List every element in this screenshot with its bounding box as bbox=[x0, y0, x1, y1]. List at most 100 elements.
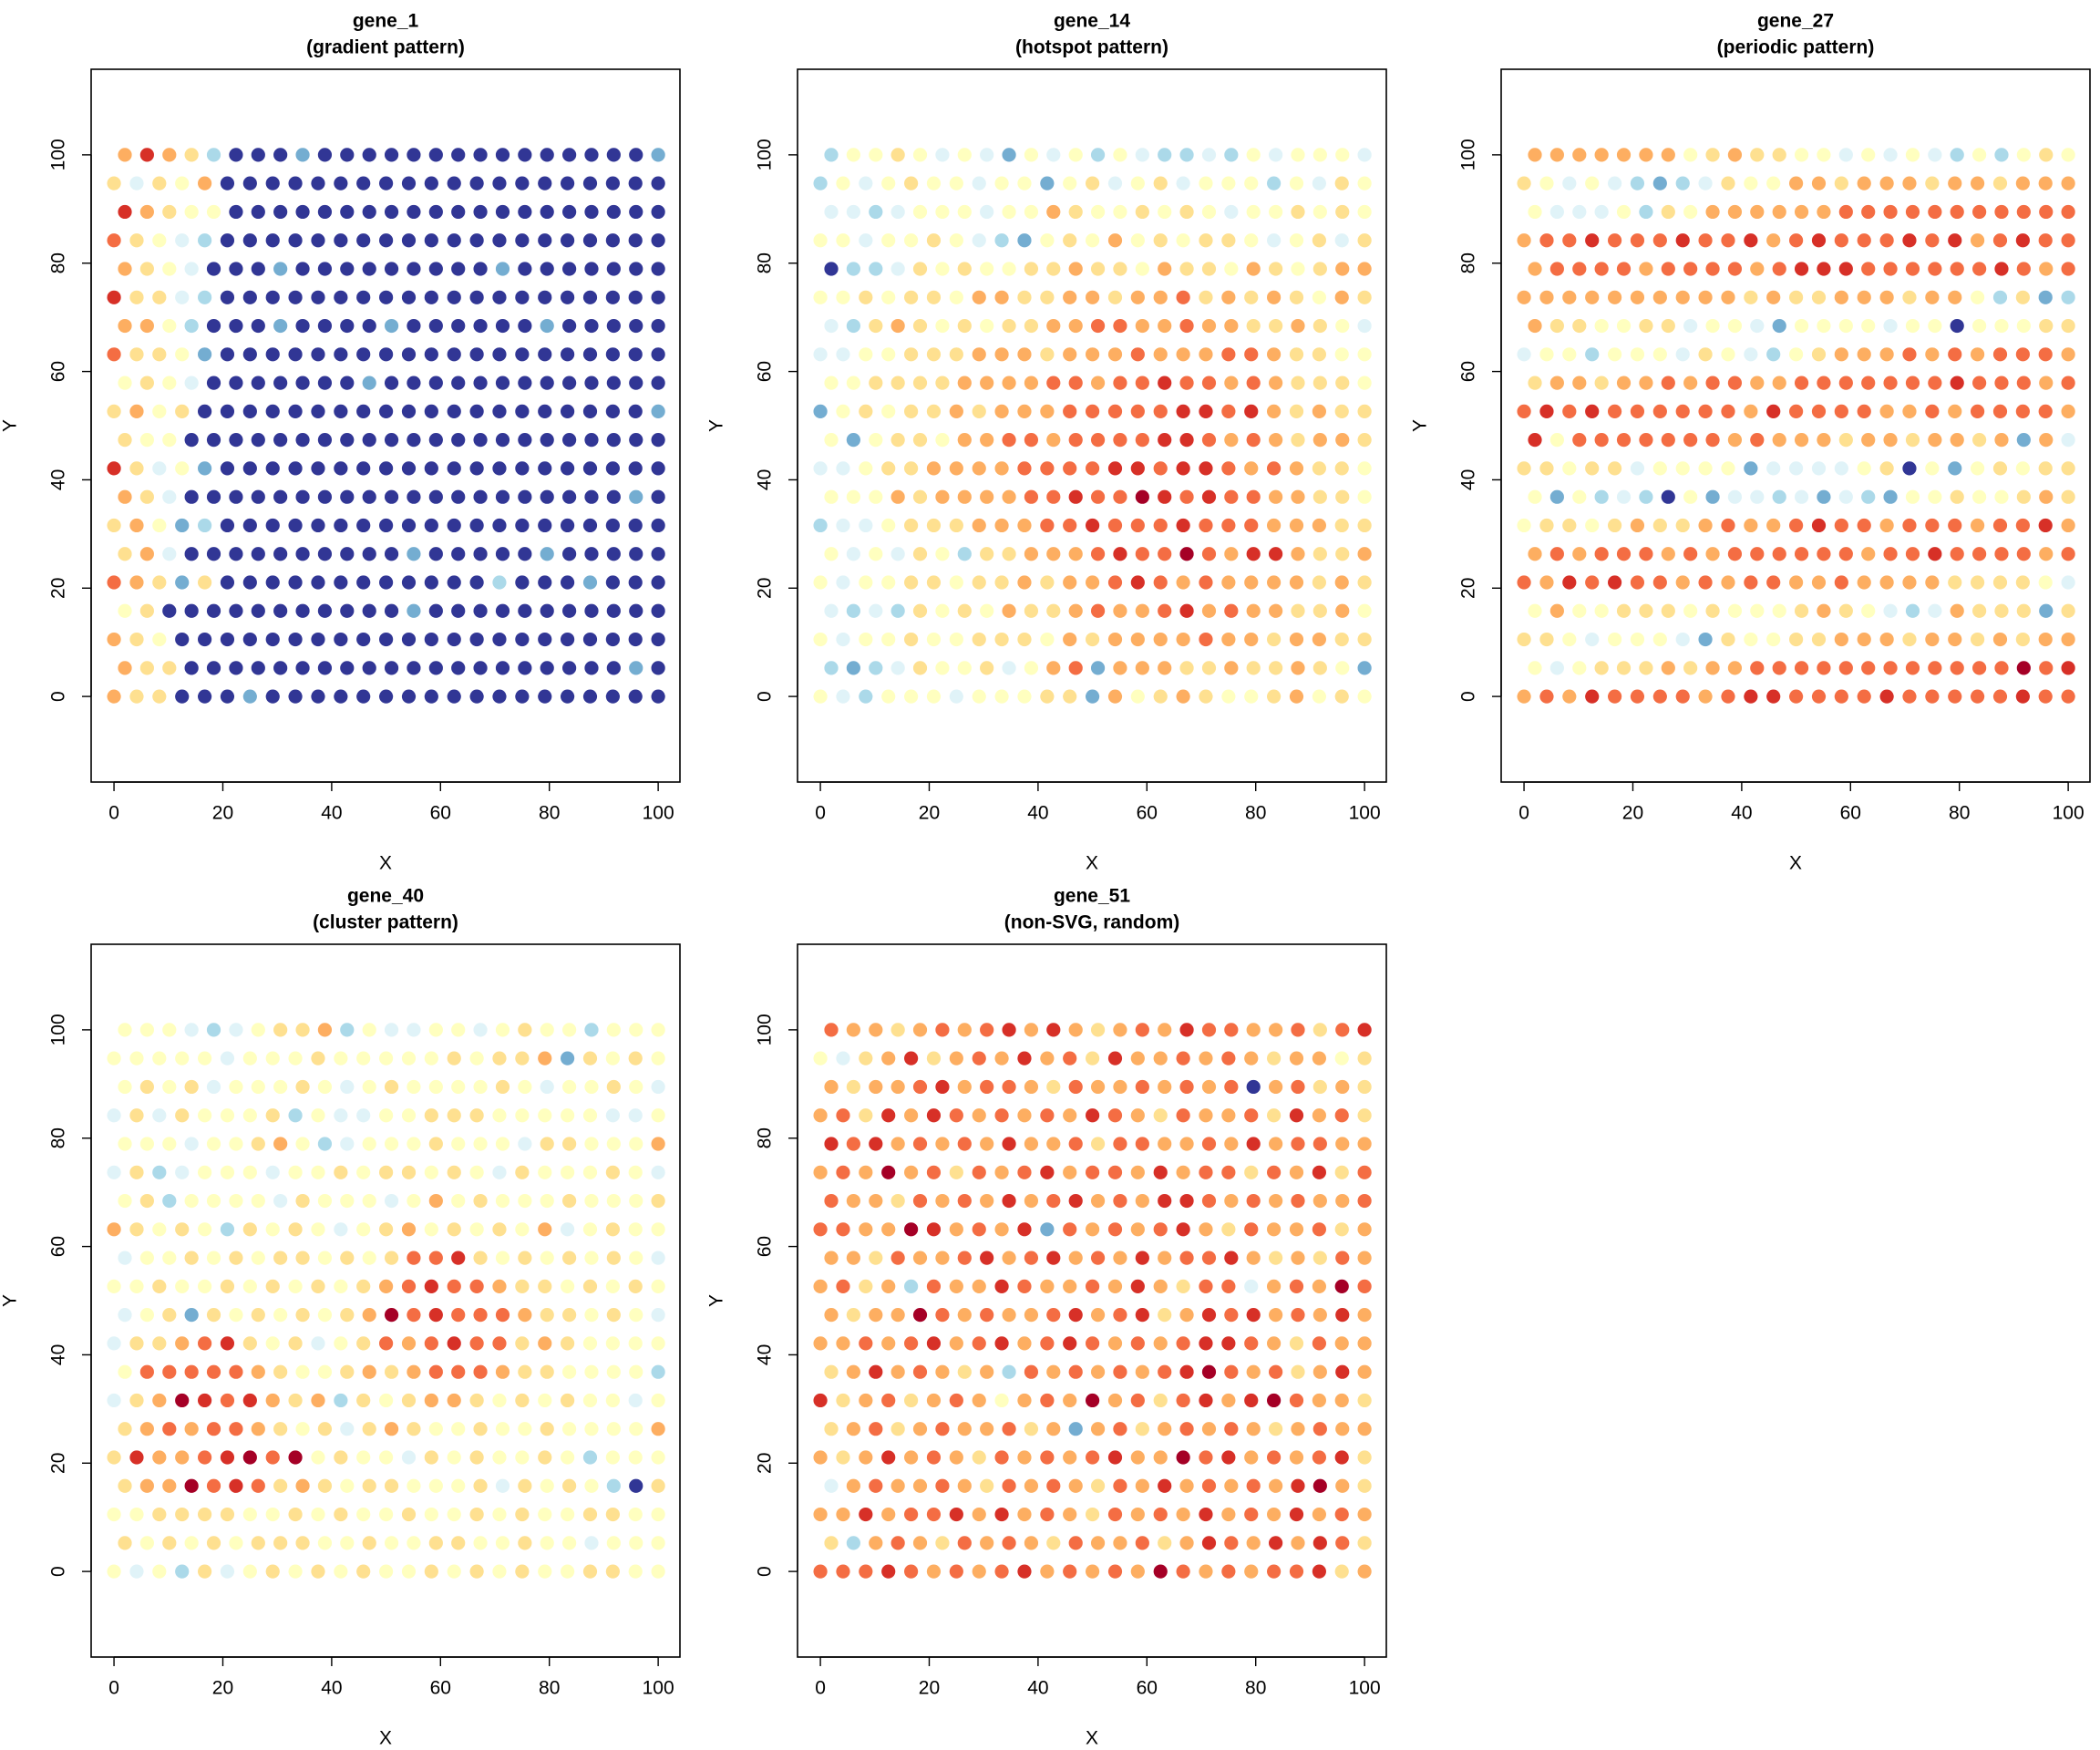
spot bbox=[957, 1364, 972, 1379]
spot bbox=[469, 1108, 484, 1123]
spot bbox=[869, 1478, 883, 1493]
spot bbox=[1068, 661, 1083, 675]
spot bbox=[1312, 461, 1326, 476]
spot bbox=[994, 176, 1009, 190]
spot bbox=[362, 376, 376, 390]
spot bbox=[1090, 204, 1106, 220]
spot bbox=[562, 148, 577, 162]
spot bbox=[1113, 1308, 1127, 1323]
spot bbox=[334, 233, 348, 248]
spot bbox=[935, 1193, 950, 1209]
spot bbox=[1705, 433, 1720, 448]
spot bbox=[378, 575, 394, 590]
spot bbox=[469, 1222, 484, 1237]
spot bbox=[1221, 404, 1236, 418]
spot bbox=[629, 1536, 643, 1550]
spot bbox=[1199, 1279, 1213, 1293]
spot bbox=[1135, 318, 1149, 334]
spot bbox=[492, 233, 507, 248]
spot bbox=[518, 262, 532, 276]
spot bbox=[1002, 1478, 1016, 1493]
spot bbox=[1246, 1079, 1261, 1095]
spot bbox=[198, 632, 212, 647]
x-tick-label: 20 bbox=[919, 1678, 940, 1699]
spot bbox=[1811, 518, 1827, 533]
spot bbox=[1221, 1507, 1236, 1522]
spot bbox=[242, 1564, 257, 1579]
spot bbox=[251, 1023, 265, 1037]
spot bbox=[1135, 1536, 1149, 1550]
spot bbox=[518, 1251, 532, 1265]
spot bbox=[1269, 1251, 1283, 1265]
spot bbox=[1705, 661, 1720, 675]
spot bbox=[362, 1364, 376, 1379]
spot bbox=[515, 1564, 530, 1579]
spot bbox=[451, 433, 466, 448]
spot bbox=[1176, 176, 1190, 190]
spot bbox=[1705, 148, 1720, 162]
spot bbox=[1244, 1336, 1259, 1351]
spot bbox=[162, 1478, 177, 1493]
spot bbox=[1857, 461, 1871, 476]
spot bbox=[1246, 318, 1261, 334]
spot bbox=[1312, 290, 1326, 304]
spot bbox=[881, 1336, 896, 1351]
spot bbox=[447, 1393, 461, 1408]
spot bbox=[251, 204, 265, 220]
spot bbox=[1201, 661, 1217, 675]
spot bbox=[1683, 547, 1698, 561]
spot bbox=[1017, 689, 1032, 704]
spot bbox=[378, 518, 394, 533]
spot bbox=[890, 1364, 905, 1379]
spot bbox=[1130, 347, 1145, 362]
spot bbox=[206, 433, 221, 448]
spot bbox=[560, 1564, 575, 1579]
spot bbox=[129, 518, 144, 533]
spot bbox=[317, 547, 333, 561]
spot bbox=[1788, 461, 1804, 476]
spot bbox=[107, 176, 121, 190]
spot bbox=[1068, 603, 1083, 618]
spot bbox=[265, 1336, 280, 1351]
spot bbox=[949, 575, 963, 590]
spot bbox=[912, 433, 928, 448]
spot bbox=[1269, 1137, 1283, 1151]
spot bbox=[1017, 290, 1032, 304]
spot bbox=[1130, 632, 1145, 647]
spot bbox=[1608, 518, 1622, 533]
spot bbox=[629, 489, 643, 504]
spot bbox=[1269, 376, 1283, 390]
spot bbox=[424, 1108, 438, 1123]
spot bbox=[824, 1137, 839, 1151]
spot bbox=[972, 518, 986, 533]
spot bbox=[1130, 1051, 1145, 1065]
spot bbox=[340, 1308, 355, 1323]
spot bbox=[562, 547, 577, 561]
spot bbox=[242, 290, 257, 304]
spot bbox=[407, 547, 421, 561]
spot bbox=[1517, 176, 1531, 190]
spot bbox=[1090, 547, 1106, 561]
spot bbox=[1675, 461, 1690, 476]
spot bbox=[492, 1507, 507, 1522]
spot bbox=[1024, 1478, 1039, 1493]
spot bbox=[152, 689, 167, 704]
spot bbox=[1594, 547, 1609, 561]
spot bbox=[629, 1422, 643, 1436]
spot bbox=[1312, 1364, 1327, 1379]
spot bbox=[518, 376, 532, 390]
spot bbox=[1289, 1450, 1304, 1465]
spot bbox=[1616, 204, 1632, 220]
spot bbox=[1608, 404, 1622, 418]
spot bbox=[1750, 661, 1765, 675]
spot bbox=[538, 404, 552, 418]
spot bbox=[651, 1079, 665, 1095]
spot bbox=[1721, 233, 1735, 248]
spot bbox=[162, 661, 177, 675]
spot bbox=[492, 1336, 507, 1351]
spot bbox=[562, 1137, 577, 1151]
spot bbox=[184, 204, 199, 220]
spot bbox=[651, 262, 665, 276]
spot bbox=[935, 661, 950, 675]
spot bbox=[362, 1251, 376, 1265]
